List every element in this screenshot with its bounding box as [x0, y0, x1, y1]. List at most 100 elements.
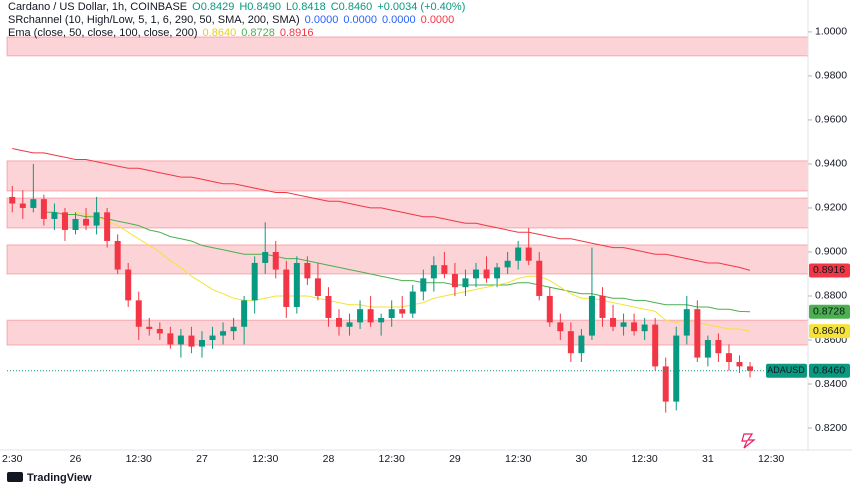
candle-body: [251, 262, 258, 301]
candle-body: [715, 339, 722, 354]
candle-body: [9, 196, 16, 204]
y-tick-label: 0.9600: [815, 114, 847, 126]
candle-body: [494, 267, 501, 279]
candle-body: [135, 300, 142, 327]
symbol-title: Cardano / US Dollar, 1h, COINBASE: [8, 1, 187, 13]
candle-body: [314, 278, 321, 296]
y-tick-label: 0.9000: [815, 246, 847, 258]
y-tick-label: 1.0000: [815, 26, 847, 38]
candle-body: [388, 309, 395, 318]
candle-body: [198, 339, 205, 347]
quote-value: +0.0034 (+0.40%): [377, 1, 465, 13]
alert-icon[interactable]: [741, 433, 756, 449]
candle-body: [578, 335, 585, 354]
x-tick-label: 27: [196, 453, 208, 465]
indicator-name: Ema (close, 50, close, 100, close, 200): [8, 27, 198, 39]
ema-line: [12, 148, 751, 271]
quote-value: C0.8460: [331, 1, 373, 13]
candle-body: [241, 300, 248, 327]
candle-body: [104, 212, 111, 241]
quote-value: H0.8490: [239, 1, 281, 13]
x-tick-label: 12:30: [252, 453, 278, 465]
price-tag-label: 0.8916: [813, 264, 845, 276]
candle-body: [93, 212, 100, 226]
candle-body: [293, 262, 300, 307]
candle-body: [536, 260, 543, 296]
candle-body: [51, 212, 58, 219]
candle-body: [283, 269, 290, 307]
candle-body: [325, 295, 332, 318]
x-tick-label: 30: [576, 453, 588, 465]
candle-body: [146, 326, 153, 329]
brand-logo: [7, 472, 23, 482]
candle-body: [736, 361, 743, 367]
indicator-value: 0.8728: [241, 27, 275, 39]
x-tick-label: 12:30: [126, 453, 152, 465]
candle-body: [346, 322, 353, 327]
x-tick-label: 28: [323, 453, 335, 465]
indicator-name: SRchannel (10, High/Low, 5, 1, 6, 290, 5…: [8, 14, 300, 26]
candle-body: [694, 309, 701, 358]
x-tick-label: 26: [70, 453, 82, 465]
price-tag: [809, 263, 850, 278]
candle-body: [409, 291, 416, 314]
candle-body: [515, 247, 522, 261]
x-tick-label: 29: [449, 453, 461, 465]
indicator-legend: Ema (close, 50, close, 100, close, 200) 0…: [8, 27, 314, 39]
candle-body: [177, 335, 184, 345]
candle-body: [673, 335, 680, 402]
candle-body: [430, 265, 437, 279]
candle-body: [30, 199, 37, 208]
ema-line: [43, 211, 751, 313]
candle-body: [335, 317, 342, 327]
candle-body: [40, 199, 47, 219]
candle-body: [473, 269, 480, 279]
indicator-value: 0.0000: [343, 14, 377, 26]
candle-body: [83, 218, 90, 226]
y-tick-label: 0.8400: [815, 378, 847, 390]
y-tick-label: 0.9200: [815, 202, 847, 214]
candle-body: [125, 269, 132, 301]
candle-body: [367, 309, 374, 323]
brand: TradingView: [27, 472, 92, 484]
candle-body: [230, 326, 237, 332]
candle-body: [19, 203, 26, 208]
candle-body: [209, 335, 216, 340]
candle-body: [683, 309, 690, 336]
symbol-tag-label: ADAUSD: [767, 365, 805, 375]
candle-body: [72, 218, 79, 230]
x-tick-label: 12:30: [631, 453, 657, 465]
candle-body: [357, 309, 364, 323]
candle-body: [188, 335, 195, 347]
candle-body: [599, 295, 606, 318]
quote-value: L0.8418: [286, 1, 326, 13]
x-tick-label: 12:30: [379, 453, 405, 465]
candle-body: [557, 322, 564, 332]
candle-body: [747, 366, 754, 371]
price-tag: [809, 304, 850, 319]
candle-body: [441, 265, 448, 274]
candle-body: [662, 366, 669, 402]
last-price-label: 0.8460: [813, 365, 845, 377]
sr-zone: [6, 244, 809, 275]
candle-body: [304, 262, 311, 279]
candle-body: [631, 322, 638, 332]
candle-body: [641, 324, 648, 332]
candle-body: [156, 328, 163, 334]
sr-zone: [6, 160, 809, 192]
candle-body: [525, 247, 532, 261]
candle-body: [610, 317, 617, 327]
candle-body: [220, 331, 227, 336]
candle-body: [399, 309, 406, 314]
candle-body: [704, 339, 711, 358]
price-tag-label: 0.8728: [813, 306, 845, 318]
candle-body: [167, 333, 174, 345]
candle-body: [451, 273, 458, 288]
legend-title: Cardano / US Dollar, 1h, COINBASE O0.8429…: [8, 1, 465, 13]
quote-value: O0.8429: [192, 1, 234, 13]
sr-zone: [6, 36, 809, 57]
symbol-tag: [766, 363, 807, 378]
indicator-value: 0.8916: [280, 27, 314, 39]
indicator-value: 0.8640: [203, 27, 237, 39]
